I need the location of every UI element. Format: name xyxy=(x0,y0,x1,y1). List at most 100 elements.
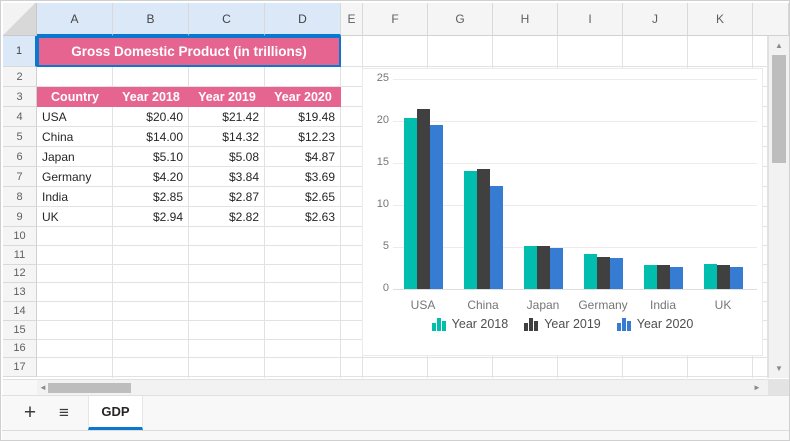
horizontal-scrollbar-thumb[interactable] xyxy=(48,383,131,393)
row-header-8[interactable]: 8 xyxy=(3,187,37,207)
legend-item[interactable]: Year 2018 xyxy=(431,317,508,331)
chart-gridline xyxy=(393,288,757,290)
legend-bar xyxy=(626,320,631,331)
horizontal-scrollbar[interactable]: ◄ ► xyxy=(37,379,768,395)
legend-item[interactable]: Year 2020 xyxy=(616,317,694,331)
chart-bar-year-2018 xyxy=(703,264,717,289)
scroll-left-icon[interactable]: ◄ xyxy=(39,383,47,392)
table-cell[interactable]: $2.82 xyxy=(228,210,259,224)
table-header-cell[interactable]: Year 2019 xyxy=(189,87,265,107)
vertical-scrollbar-thumb[interactable] xyxy=(772,55,786,163)
table-cell[interactable]: $5.08 xyxy=(228,150,259,164)
table-cell[interactable]: Japan xyxy=(42,150,75,164)
column-header-c[interactable]: C xyxy=(189,3,265,36)
y-axis-tick-label: 20 xyxy=(376,114,389,126)
x-axis-category-label: India xyxy=(649,298,677,312)
legend-bar xyxy=(431,322,436,331)
table-header-cell[interactable]: Year 2020 xyxy=(265,87,341,107)
table-cell[interactable]: $2.87 xyxy=(228,190,259,204)
table-cell[interactable]: $4.20 xyxy=(152,170,183,184)
table-cell[interactable]: India xyxy=(42,190,69,204)
scroll-right-icon[interactable]: ► xyxy=(753,383,761,392)
row-header-15[interactable]: 15 xyxy=(3,320,37,340)
table-cell[interactable]: $4.87 xyxy=(304,150,335,164)
chart-legend: Year 2018 Year 2019 Year 2020 xyxy=(363,317,762,331)
scroll-down-icon[interactable]: ▼ xyxy=(775,363,783,373)
column-header-e[interactable]: E xyxy=(341,3,363,36)
table-cell[interactable]: China xyxy=(42,130,74,144)
y-axis-tick-label: 10 xyxy=(376,198,389,210)
column-header-j[interactable]: J xyxy=(623,3,688,36)
table-cell[interactable]: $21.42 xyxy=(222,110,259,124)
legend-item[interactable]: Year 2019 xyxy=(524,317,601,331)
x-axis-category-label: Germany xyxy=(578,298,628,312)
table-cell[interactable]: $5.10 xyxy=(152,150,183,164)
plus-icon: + xyxy=(23,401,37,424)
table-cell[interactable]: $2.85 xyxy=(152,190,183,204)
table-header-cell[interactable]: Country xyxy=(37,87,113,107)
column-header-i[interactable]: I xyxy=(558,3,623,36)
table-cell[interactable]: $2.65 xyxy=(304,190,335,204)
row-header-10[interactable]: 10 xyxy=(3,227,37,246)
row-header-14[interactable]: 14 xyxy=(3,302,37,321)
column-header-b[interactable]: B xyxy=(113,3,189,36)
column-header-k[interactable]: K xyxy=(688,3,753,36)
legend-label: Year 2020 xyxy=(636,317,694,331)
chart-bar-year-2018 xyxy=(583,253,597,289)
table-cell[interactable]: $19.48 xyxy=(298,110,335,124)
row-header-12[interactable]: 12 xyxy=(3,264,37,284)
row-header-3[interactable]: 3 xyxy=(3,87,37,107)
table-cell[interactable]: $3.69 xyxy=(304,170,335,184)
legend-bar-icon xyxy=(431,317,446,331)
chart-bar-year-2019 xyxy=(716,265,730,289)
column-header-partial[interactable] xyxy=(753,3,789,36)
y-axis-tick-label: 25 xyxy=(376,72,389,84)
row-header-4[interactable]: 4 xyxy=(3,107,37,127)
scroll-up-icon[interactable]: ▲ xyxy=(775,40,783,50)
table-cell[interactable]: $20.40 xyxy=(146,110,183,124)
add-sheet-button[interactable]: + xyxy=(14,396,46,430)
table-cell[interactable]: $3.84 xyxy=(228,170,259,184)
table-cell[interactable]: UK xyxy=(42,210,59,224)
column-header-d[interactable]: D xyxy=(265,3,341,36)
row-header-2[interactable]: 2 xyxy=(3,67,37,87)
column-header-a[interactable]: A xyxy=(37,3,113,36)
row-header-6[interactable]: 6 xyxy=(3,147,37,167)
row-header-17[interactable]: 17 xyxy=(3,358,37,377)
legend-bar xyxy=(524,322,529,331)
column-header-f[interactable]: F xyxy=(363,3,428,36)
row-header-7[interactable]: 7 xyxy=(3,167,37,187)
gridline-horizontal xyxy=(37,357,768,359)
row-header-9[interactable]: 9 xyxy=(3,207,37,227)
legend-label: Year 2019 xyxy=(544,317,601,331)
select-all-button[interactable] xyxy=(3,3,37,36)
title-cell[interactable]: Gross Domestic Product (in trillions) xyxy=(37,36,341,67)
legend-bar xyxy=(436,317,441,331)
table-cell[interactable]: Germany xyxy=(42,170,92,184)
table-cell[interactable]: $2.94 xyxy=(152,210,183,224)
table-cell[interactable]: $12.23 xyxy=(298,130,335,144)
column-header-h[interactable]: H xyxy=(493,3,558,36)
table-cell[interactable]: $14.00 xyxy=(146,130,183,144)
row-header-11[interactable]: 11 xyxy=(3,245,37,265)
row-header-16[interactable]: 16 xyxy=(3,339,37,359)
column-header-g[interactable]: G xyxy=(428,3,493,36)
chart-bar-year-2020 xyxy=(669,266,683,289)
table-cell[interactable]: $2.63 xyxy=(304,210,335,224)
table-cell[interactable]: $14.32 xyxy=(222,130,259,144)
legend-bar-icon xyxy=(524,317,539,331)
sheet-tab-gdp[interactable]: GDP xyxy=(88,396,143,430)
sheet-list-menu-button[interactable]: ≡ xyxy=(50,396,78,430)
chart-bar-year-2019 xyxy=(656,264,670,289)
row-header-1[interactable]: 1 xyxy=(3,36,37,67)
gdp-bar-chart[interactable]: 0 5 10 15 20 25 USA China Japan Germany India UK Yea… xyxy=(362,68,763,356)
chart-bar-year-2020 xyxy=(429,125,443,289)
sheetbar-divider xyxy=(2,430,789,431)
chart-gridline xyxy=(393,120,757,122)
vertical-scrollbar[interactable]: ▲ ▼ xyxy=(768,36,789,378)
row-header-13[interactable]: 13 xyxy=(3,283,37,302)
table-cell[interactable]: USA xyxy=(42,110,67,124)
row-header-5[interactable]: 5 xyxy=(3,127,37,147)
chart-bar-year-2019 xyxy=(476,168,490,289)
table-header-cell[interactable]: Year 2018 xyxy=(113,87,189,107)
